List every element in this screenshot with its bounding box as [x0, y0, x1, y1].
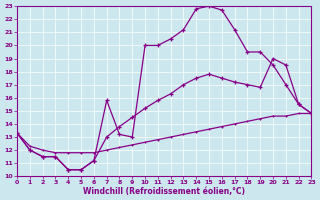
X-axis label: Windchill (Refroidissement éolien,°C): Windchill (Refroidissement éolien,°C) — [83, 187, 245, 196]
